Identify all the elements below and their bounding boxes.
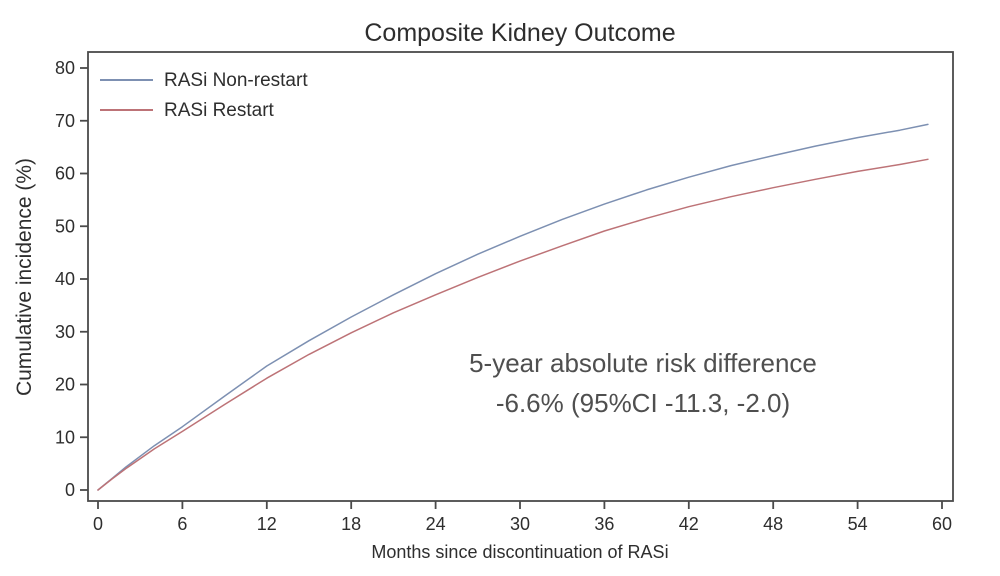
annotation-line-1: 5-year absolute risk difference xyxy=(469,348,817,378)
x-tick-label: 24 xyxy=(426,514,446,534)
series-lines xyxy=(97,123,929,491)
y-tick-label: 10 xyxy=(55,427,75,447)
x-tick-label: 42 xyxy=(679,514,699,534)
x-axis-title: Months since discontinuation of RASi xyxy=(371,542,668,562)
legend-label-non-restart: RASi Non-restart xyxy=(164,70,308,91)
y-tick-label: 0 xyxy=(65,480,75,500)
x-tick-label: 12 xyxy=(257,514,277,534)
y-tick-label: 70 xyxy=(55,111,75,131)
x-tick-label: 54 xyxy=(848,514,868,534)
series-line-rasi-restart xyxy=(97,158,929,491)
x-tick-label: 60 xyxy=(932,514,952,534)
y-tick-label: 20 xyxy=(55,375,75,395)
x-tick-label: 30 xyxy=(510,514,530,534)
x-tick-label: 36 xyxy=(594,514,614,534)
x-axis-ticks: 0 6 12 18 24 30 36 42 48 54 60 xyxy=(93,501,952,534)
x-tick-label: 48 xyxy=(763,514,783,534)
y-axis-ticks: 0 10 20 30 40 50 60 70 80 xyxy=(55,58,88,500)
y-tick-label: 80 xyxy=(55,58,75,78)
annotation-line-2: -6.6% (95%CI -11.3, -2.0) xyxy=(496,388,790,418)
y-tick-label: 40 xyxy=(55,269,75,289)
series-line-rasi-non-restart xyxy=(97,123,929,491)
risk-difference-annotation: 5-year absolute risk difference -6.6% (9… xyxy=(469,348,817,418)
x-tick-label: 18 xyxy=(341,514,361,534)
y-axis-title: Cumulative incidence (%) xyxy=(13,158,36,396)
chart-title: Composite Kidney Outcome xyxy=(364,19,675,47)
y-tick-label: 50 xyxy=(55,216,75,236)
y-tick-label: 60 xyxy=(55,164,75,184)
legend: RASi Non-restart RASi Restart xyxy=(100,70,308,121)
x-tick-label: 0 xyxy=(93,514,103,534)
x-tick-label: 6 xyxy=(177,514,187,534)
legend-label-restart: RASi Restart xyxy=(164,100,275,121)
y-tick-label: 30 xyxy=(55,322,75,342)
